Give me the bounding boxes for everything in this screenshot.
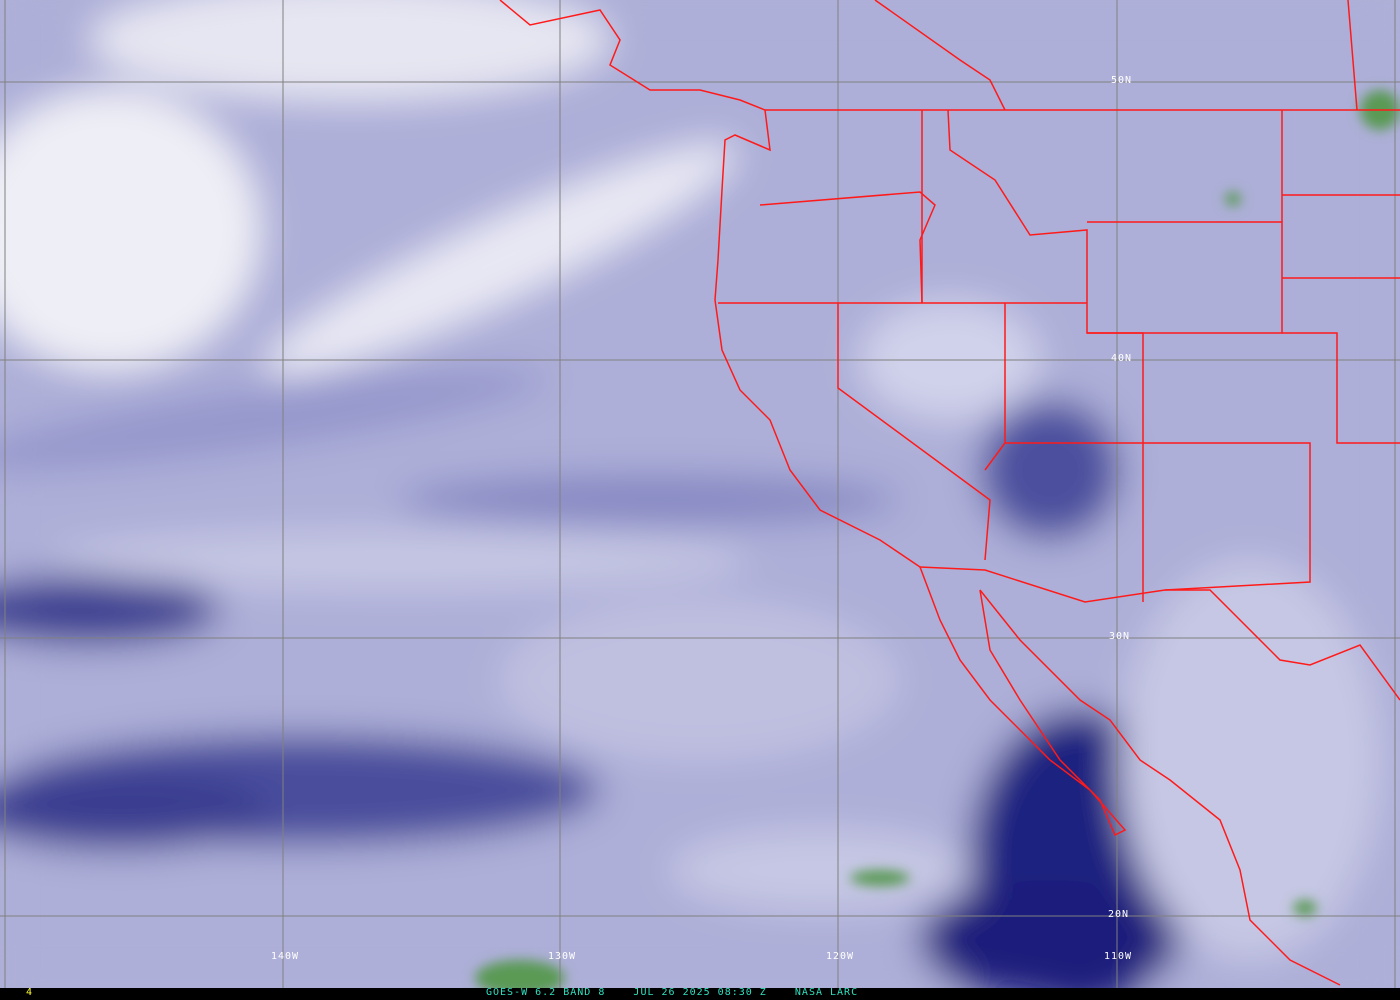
cloud-tops (475, 90, 1400, 988)
frame-number: 4 (26, 987, 33, 998)
image-caption: GOES-W 6.2 BAND 8 JUL 26 2025 08:30 Z NA… (486, 987, 859, 998)
latitude-label-20n: 20N (1108, 909, 1130, 920)
us-mexico-border (919, 566, 1400, 701)
latitude-label-40n: 40N (1111, 353, 1133, 364)
caption-bar (0, 988, 1400, 1000)
longitude-label-130w: 130W (548, 951, 577, 962)
coastline-west (499, 0, 1127, 837)
longitude-label-120w: 120W (826, 951, 855, 962)
latitude-label-50n: 50N (1111, 75, 1133, 86)
coastline-mexico (979, 589, 1341, 986)
longitude-label-110w: 110W (1104, 951, 1133, 962)
latitude-label-30n: 30N (1109, 631, 1131, 642)
political-borders (499, 0, 1400, 986)
state-borders (759, 191, 936, 304)
longitude-label-140w: 140W (271, 951, 300, 962)
